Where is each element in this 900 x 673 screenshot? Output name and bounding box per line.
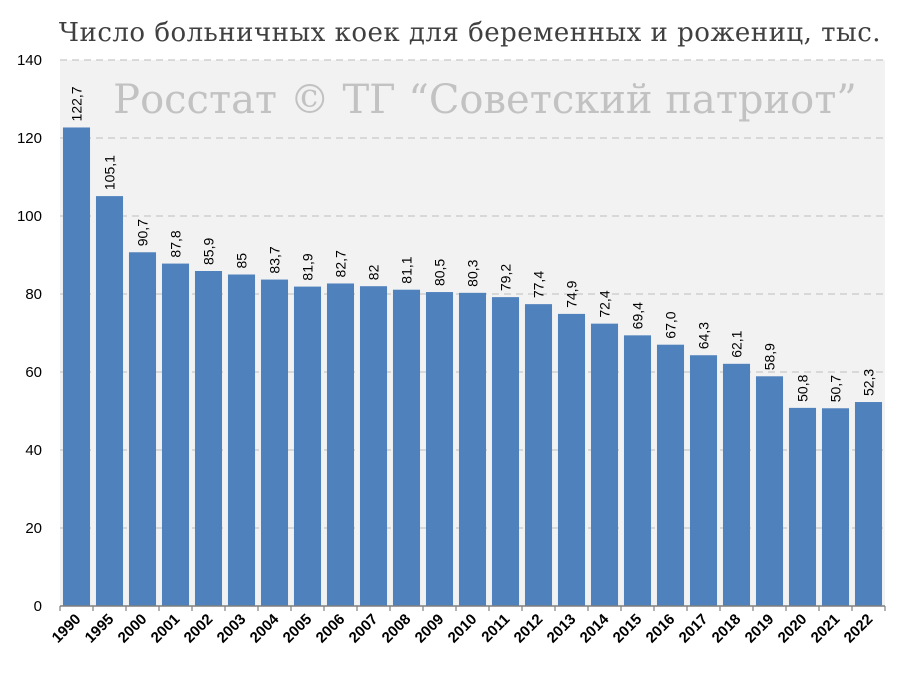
bar	[458, 292, 487, 606]
x-tick-label: 2009	[412, 611, 448, 647]
y-axis-ticks: 0 20 40 60 80 100 120 140	[17, 52, 42, 615]
bar	[524, 304, 553, 606]
bar	[491, 297, 520, 606]
x-tick-label: 2001	[148, 611, 184, 647]
bar	[557, 313, 586, 606]
data-label: 80,5	[432, 259, 448, 286]
x-tick-label: 2013	[544, 611, 580, 647]
data-label: 122,7	[69, 86, 85, 121]
data-label: 74,9	[564, 280, 580, 307]
bar	[227, 274, 256, 606]
bar	[425, 292, 454, 606]
data-label: 52,3	[861, 369, 877, 396]
x-tick-label: 2021	[808, 611, 844, 647]
y-tick-label: 20	[25, 520, 42, 537]
bar	[260, 279, 289, 606]
data-label: 81,1	[399, 256, 415, 283]
y-tick-label: 140	[17, 52, 42, 69]
x-tick-label: 2016	[643, 611, 679, 647]
chart-title: Число больничных коек для беременных и р…	[59, 18, 881, 48]
bar	[623, 335, 652, 606]
data-label: 62,1	[729, 330, 745, 357]
x-tick-label: 2007	[346, 611, 382, 647]
data-label: 87,8	[168, 230, 184, 257]
data-label: 82,7	[333, 250, 349, 277]
bar	[293, 286, 322, 606]
y-tick-label: 60	[25, 364, 42, 381]
data-label: 64,3	[696, 322, 712, 349]
x-tick-label: 2003	[214, 611, 250, 647]
watermark-text: Росстат © ТГ “Советский патриот”	[113, 77, 857, 123]
data-label: 82	[366, 264, 382, 280]
data-label: 85	[234, 253, 250, 269]
x-tick-label: 2022	[841, 611, 877, 647]
bar	[590, 323, 619, 606]
bars	[62, 127, 883, 607]
y-tick-label: 0	[34, 598, 42, 615]
x-tick-label: 2019	[742, 611, 778, 647]
data-label: 85,9	[201, 238, 217, 265]
y-tick-label: 100	[17, 208, 42, 225]
x-axis-ticks: 1990199520002001200220032004200520062007…	[49, 610, 877, 646]
bar	[359, 286, 388, 606]
y-tick-label: 80	[25, 286, 42, 303]
x-tick-label: 2018	[709, 611, 745, 647]
data-label: 50,7	[828, 375, 844, 402]
x-tick-label: 2000	[115, 611, 151, 647]
bar	[128, 252, 157, 606]
x-tick-label: 2017	[676, 611, 712, 647]
data-labels: 122,7 105,1 90,7 87,8 85,9 85 83,7 81,9 82,7 82 81…	[69, 86, 877, 402]
data-label: 77,4	[531, 271, 547, 298]
x-tick-label: 2002	[181, 611, 217, 647]
bar	[194, 270, 223, 606]
data-label: 81,9	[300, 253, 316, 280]
bar	[854, 402, 883, 606]
bar	[161, 263, 190, 606]
bar	[689, 355, 718, 606]
bar	[656, 344, 685, 606]
x-tick-label: 2015	[610, 611, 646, 647]
data-label: 105,1	[102, 155, 118, 190]
y-tick-label: 120	[17, 130, 42, 147]
data-label: 72,4	[597, 290, 613, 317]
x-tick-label: 1990	[49, 611, 85, 647]
bar	[788, 407, 817, 606]
x-tick-label: 2006	[313, 611, 349, 647]
data-label: 80,3	[465, 259, 481, 286]
bar	[755, 376, 784, 606]
bar	[326, 283, 355, 606]
x-tick-label: 2012	[511, 611, 547, 647]
y-tick-label: 40	[25, 442, 42, 459]
x-tick-label: 2010	[445, 611, 481, 647]
axes	[59, 605, 886, 611]
data-label: 83,7	[267, 246, 283, 273]
bar	[62, 127, 91, 606]
data-label: 79,2	[498, 264, 514, 291]
data-label: 67,0	[663, 311, 679, 338]
bar	[722, 363, 751, 606]
x-tick-label: 2020	[775, 611, 811, 647]
data-label: 90,7	[135, 219, 151, 246]
bar	[392, 289, 421, 606]
x-tick-label: 2011	[478, 611, 513, 646]
x-tick-label: 2014	[577, 610, 613, 646]
data-label: 50,8	[795, 374, 811, 401]
x-tick-label: 1995	[82, 611, 118, 647]
bar	[821, 408, 850, 606]
x-tick-label: 2005	[280, 611, 316, 647]
x-tick-label: 2008	[379, 611, 415, 647]
data-label: 69,4	[630, 302, 646, 329]
data-label: 58,9	[762, 343, 778, 370]
bar	[95, 196, 124, 607]
x-tick-label: 2004	[247, 610, 283, 646]
